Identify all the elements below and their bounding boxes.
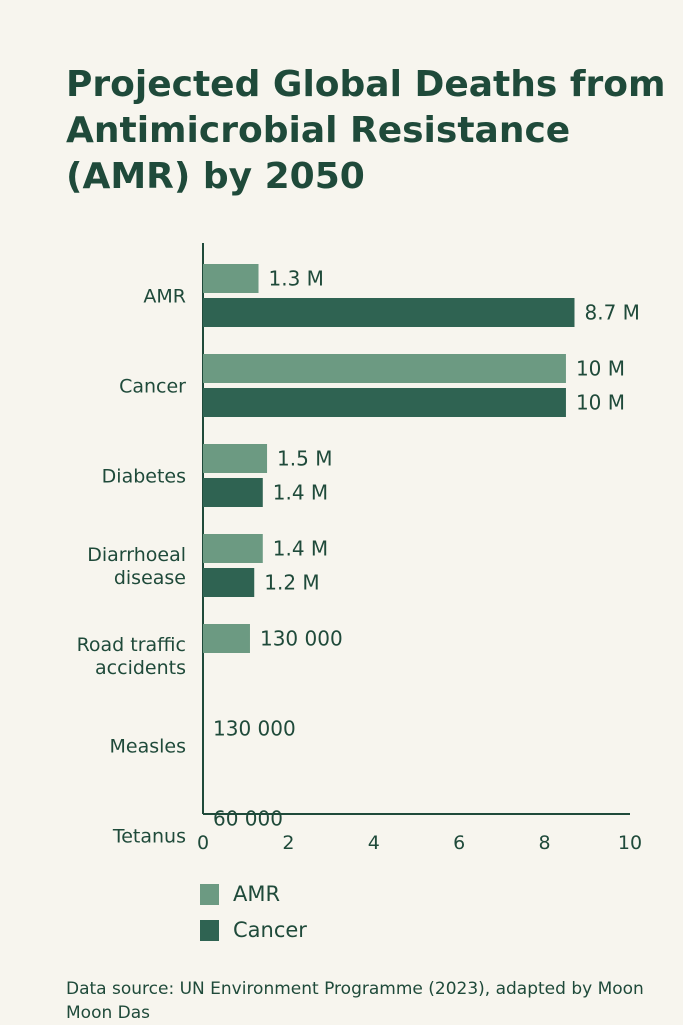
category-label: accidents <box>95 657 186 679</box>
category-label: Tetanus <box>112 826 186 848</box>
bar-chart: 0 2 4 6 8 10 AMR 1.3 M 8.7 M Cancer 10 M 10 M Diabet… <box>0 0 683 870</box>
category-label: Diabetes <box>102 466 186 488</box>
data-label: 8.7 M <box>584 301 639 325</box>
category-label: Measles <box>110 736 187 758</box>
bar-cancer <box>203 388 566 417</box>
bar-amr <box>203 354 566 383</box>
bar-cancer <box>203 568 254 597</box>
data-label: 130 000 <box>260 627 343 651</box>
legend-swatch-amr <box>200 884 219 905</box>
data-label: 1.4 M <box>273 481 328 505</box>
category-label: Cancer <box>119 376 186 398</box>
category-label: Road traffic <box>77 634 186 656</box>
legend-item-amr: AMR <box>200 876 307 912</box>
x-tick-label: 8 <box>539 832 551 854</box>
category-label: disease <box>114 567 186 589</box>
data-source-note: Data source: UN Environment Programme (2… <box>66 977 666 1025</box>
bar-amr <box>203 534 263 563</box>
category-label: Diarrhoeal <box>87 544 186 566</box>
data-label: 130 000 <box>213 717 296 741</box>
data-label: 1.2 M <box>264 571 319 595</box>
bar-amr <box>203 264 259 293</box>
x-tick-label: 10 <box>618 832 642 854</box>
bar-amr <box>203 624 250 653</box>
bar-cancer <box>203 298 574 327</box>
bar-cancer <box>203 478 263 507</box>
legend-label-cancer: Cancer <box>233 918 307 942</box>
data-label: 1.5 M <box>277 447 332 471</box>
legend-label-amr: AMR <box>233 882 280 906</box>
data-label: 10 M <box>576 391 625 415</box>
data-label: 60 000 <box>213 807 283 831</box>
legend-item-cancer: Cancer <box>200 912 307 948</box>
data-label: 1.4 M <box>273 537 328 561</box>
x-tick-label: 6 <box>453 832 465 854</box>
data-label: 10 M <box>576 357 625 381</box>
x-tick-label: 0 <box>197 832 209 854</box>
bar-amr <box>203 444 267 473</box>
legend: AMR Cancer <box>200 876 307 948</box>
legend-swatch-cancer <box>200 920 219 941</box>
x-tick-label: 4 <box>368 832 380 854</box>
x-tick-label: 2 <box>282 832 294 854</box>
category-label: AMR <box>143 286 186 308</box>
data-label: 1.3 M <box>269 267 324 291</box>
